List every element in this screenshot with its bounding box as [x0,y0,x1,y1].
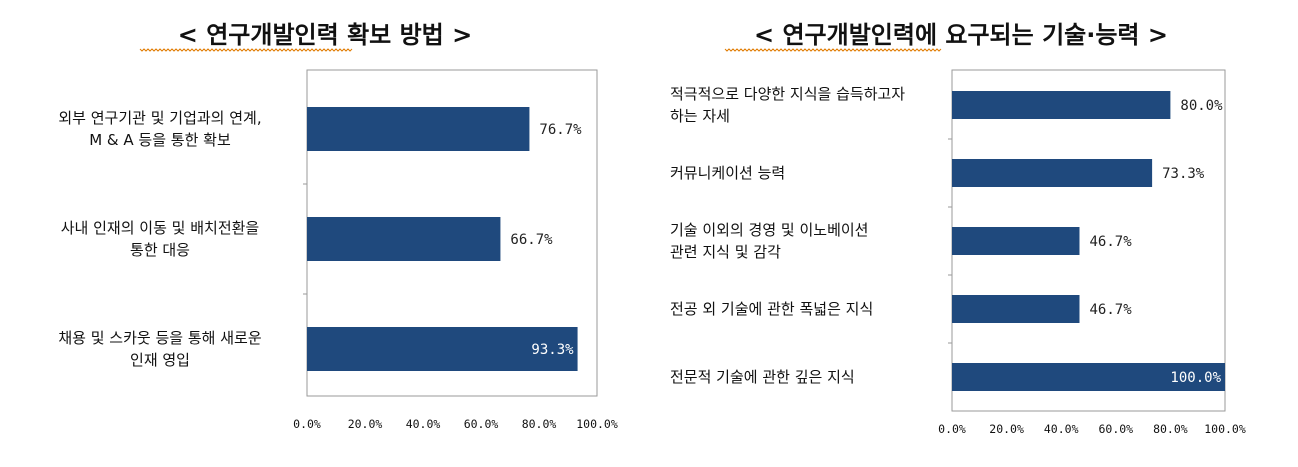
x-tick-label: 80.0% [522,417,557,431]
category-label-2: 통한 대응 [130,241,190,259]
value-label-5: 100.0% [1170,370,1221,386]
value-label-3: 93.3% [531,342,574,358]
bar-2 [952,159,1153,187]
value-label-3: 46.7% [1089,234,1132,250]
x-tick-label: 60.0% [1098,422,1133,436]
x-tick-label: 100.0% [1204,422,1246,436]
category-label-3: 기술 이외의 경영 및 이노베이션 [670,221,868,239]
value-label-2: 73.3% [1162,166,1205,182]
category-label-2: 사내 인재의 이동 및 배치전환을 [61,219,259,237]
category-label-4: 전공 외 기술에 관한 폭넓은 지식 [670,300,873,318]
value-label-4: 46.7% [1089,302,1132,318]
bar-2 [307,217,501,261]
value-label-1: 80.0% [1180,98,1223,114]
x-tick-label: 60.0% [464,417,499,431]
chart-1: < 연구개발인력 확보 방법 > 76.7% 외부 연구기관 및 기업과의 연계, M… [58,21,617,431]
chart-title: < 연구개발인력에 요구되는 기술·능력 > [754,21,1168,49]
x-tick-label: 20.0% [348,417,383,431]
chart-title: < 연구개발인력 확보 방법 > [178,21,472,49]
category-label-3: 인재 영입 [130,351,190,369]
category-label-1: M & A 등을 통한 확보 [89,131,231,149]
x-tick-label: 80.0% [1153,422,1188,436]
value-label-1: 76.7% [539,122,582,138]
category-label-1: 하는 자세 [670,107,730,125]
value-label-2: 66.7% [510,232,553,248]
bar-1 [952,91,1171,119]
x-tick-label: 0.0% [293,417,321,431]
title-underline [139,48,353,52]
category-label-3: 채용 및 스카웃 등을 통해 새로운 [58,329,261,347]
category-label-2: 커뮤니케이션 능력 [670,164,785,182]
category-label-3: 관련 지식 및 감각 [670,243,781,261]
category-label-1: 외부 연구기관 및 기업과의 연계, [58,109,261,127]
x-tick-label: 20.0% [989,422,1024,436]
bar-3 [952,227,1080,255]
title-underline [724,48,942,52]
bar-5 [952,363,1225,391]
bar-1 [307,107,530,151]
chart-2: < 연구개발인력에 요구되는 기술·능력 > 80.0% 적극적으로 다양한 지식을… [670,21,1246,436]
x-tick-label: 40.0% [406,417,441,431]
x-tick-label: 40.0% [1044,422,1079,436]
x-tick-label: 100.0% [576,417,618,431]
category-label-5: 전문적 기술에 관한 깊은 지식 [670,368,855,386]
category-label-1: 적극적으로 다양한 지식을 습득하고자 [670,85,905,103]
x-tick-label: 0.0% [938,422,966,436]
bar-3 [307,327,578,371]
bar-4 [952,295,1080,323]
